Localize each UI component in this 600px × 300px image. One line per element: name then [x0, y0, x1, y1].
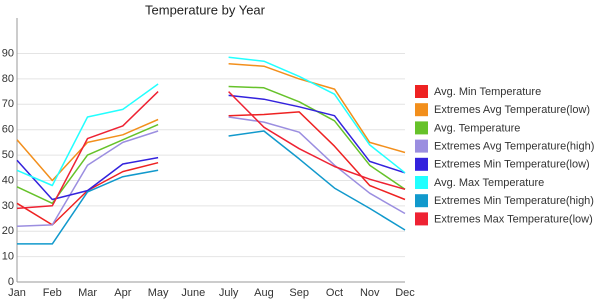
legend: Avg. Min Temperature Extremes Avg Tempera… — [415, 85, 594, 226]
x-tick-label: Jan — [8, 287, 26, 299]
legend-label: Extremes Min Temperature(low) — [434, 159, 590, 171]
series-line — [16, 56, 406, 187]
y-tick-label: 10 — [2, 251, 14, 263]
legend-swatch — [415, 121, 428, 135]
legend-item[interactable]: Extremes Max Temperature(low) — [415, 212, 593, 226]
legend-label: Avg. Max Temperature — [434, 177, 544, 189]
x-tick-label: July — [219, 287, 239, 299]
legend-label: Avg. Min Temperature — [434, 86, 541, 98]
legend-label: Extremes Max Temperature(low) — [434, 213, 593, 225]
chart-title: Temperature by Year — [145, 2, 266, 17]
x-tick-label: Apr — [114, 287, 131, 299]
y-tick-label: 40 — [2, 174, 14, 186]
legend-label: Extremes Min Temperature(high) — [434, 195, 594, 207]
legend-swatch — [415, 157, 428, 171]
legend-item[interactable]: Avg. Min Temperature — [415, 85, 541, 98]
x-tick-label: May — [148, 287, 169, 299]
x-tick-label: Oct — [326, 287, 343, 299]
y-tick-label: 90 — [2, 47, 14, 59]
series-line — [16, 91, 406, 210]
series-line — [17, 130, 406, 245]
x-tick-label: Dec — [395, 287, 415, 299]
x-tick-label: Sep — [289, 287, 309, 299]
x-tick-label: Mar — [78, 287, 97, 299]
y-tick-label: 70 — [2, 98, 14, 110]
legend-item[interactable]: Extremes Min Temperature(high) — [415, 194, 594, 208]
y-tick-label: 50 — [2, 149, 14, 161]
y-tick-label: 0 — [8, 276, 14, 288]
series-line — [16, 62, 406, 182]
legend-item[interactable]: Extremes Avg Temperature(low) — [415, 103, 590, 117]
y-tick-label: 60 — [2, 124, 14, 136]
legend-swatch — [415, 139, 428, 153]
y-tick-label: 20 — [2, 225, 14, 237]
x-tick-label: Aug — [254, 287, 274, 299]
legend-item[interactable]: Extremes Avg Temperature(high) — [415, 139, 594, 153]
legend-item[interactable]: Extremes Min Temperature(low) — [415, 157, 590, 171]
y-tick-label: 80 — [2, 73, 14, 85]
legend-item[interactable]: Avg. Temperature — [415, 121, 520, 135]
legend-item[interactable]: Avg. Max Temperature — [415, 176, 544, 189]
x-tick-label: Feb — [43, 287, 62, 299]
series-line — [16, 94, 406, 201]
legend-label: Avg. Temperature — [434, 122, 520, 134]
y-tick-label: 30 — [2, 200, 14, 212]
legend-label: Extremes Avg Temperature(low) — [434, 104, 590, 116]
series-line — [16, 111, 406, 226]
legend-swatch — [415, 103, 428, 117]
legend-swatch — [415, 85, 428, 98]
x-tick-label: June — [181, 287, 205, 299]
legend-label: Extremes Avg Temperature(high) — [434, 141, 594, 153]
legend-swatch — [415, 176, 428, 189]
x-tick-label: Nov — [360, 287, 380, 299]
legend-swatch — [415, 194, 428, 208]
legend-swatch — [415, 212, 428, 226]
